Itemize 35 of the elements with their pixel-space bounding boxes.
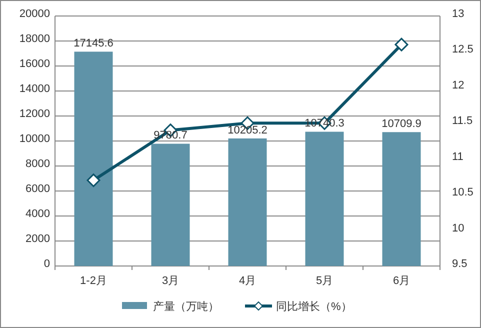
y-tick-label: 18000 [19, 33, 50, 45]
y2-tick-label: 11 [452, 150, 464, 163]
data-label: 10709.9 [382, 118, 422, 130]
y-tick-label: 20000 [19, 8, 50, 20]
bar [382, 132, 421, 266]
y2-tick-label: 11.5 [452, 115, 473, 128]
y-tick-label: 12000 [19, 108, 50, 120]
y-tick-label: 8000 [26, 158, 50, 170]
y-tick-label: 14000 [19, 83, 50, 95]
bar [151, 144, 190, 266]
y2-tick-label: 13 [452, 8, 464, 20]
y2-tick-label: 10.5 [452, 186, 474, 199]
y2-tick-label: 12 [452, 79, 464, 92]
bar [228, 138, 267, 266]
y-tick-label: 0 [44, 258, 50, 270]
y2-tick-label: 10 [452, 222, 464, 234]
y-tick-label: 16000 [19, 58, 50, 70]
x-tick-label: 6月 [392, 275, 410, 287]
x-tick-label: 1-2月 [80, 275, 107, 287]
bar [74, 52, 113, 266]
y-tick-label: 6000 [26, 183, 50, 195]
y-tick-label: 2000 [26, 233, 50, 245]
x-tick-label: 4月 [238, 275, 256, 287]
point [394, 38, 408, 52]
y2-tick-label: 9.5 [452, 258, 468, 270]
legend-label: 产量（万吨） [153, 300, 219, 313]
point [86, 174, 100, 188]
x-tick-label: 3月 [162, 275, 180, 287]
y-tick-label: 4000 [26, 208, 50, 220]
y-tick-label: 10000 [19, 133, 50, 145]
bar [305, 132, 344, 266]
y2-tick-label: 12.5 [452, 44, 474, 56]
legend-label: 同比增长（%） [276, 300, 352, 313]
x-tick-label: 5月 [316, 275, 334, 287]
data-label: 10205.2 [228, 124, 268, 136]
